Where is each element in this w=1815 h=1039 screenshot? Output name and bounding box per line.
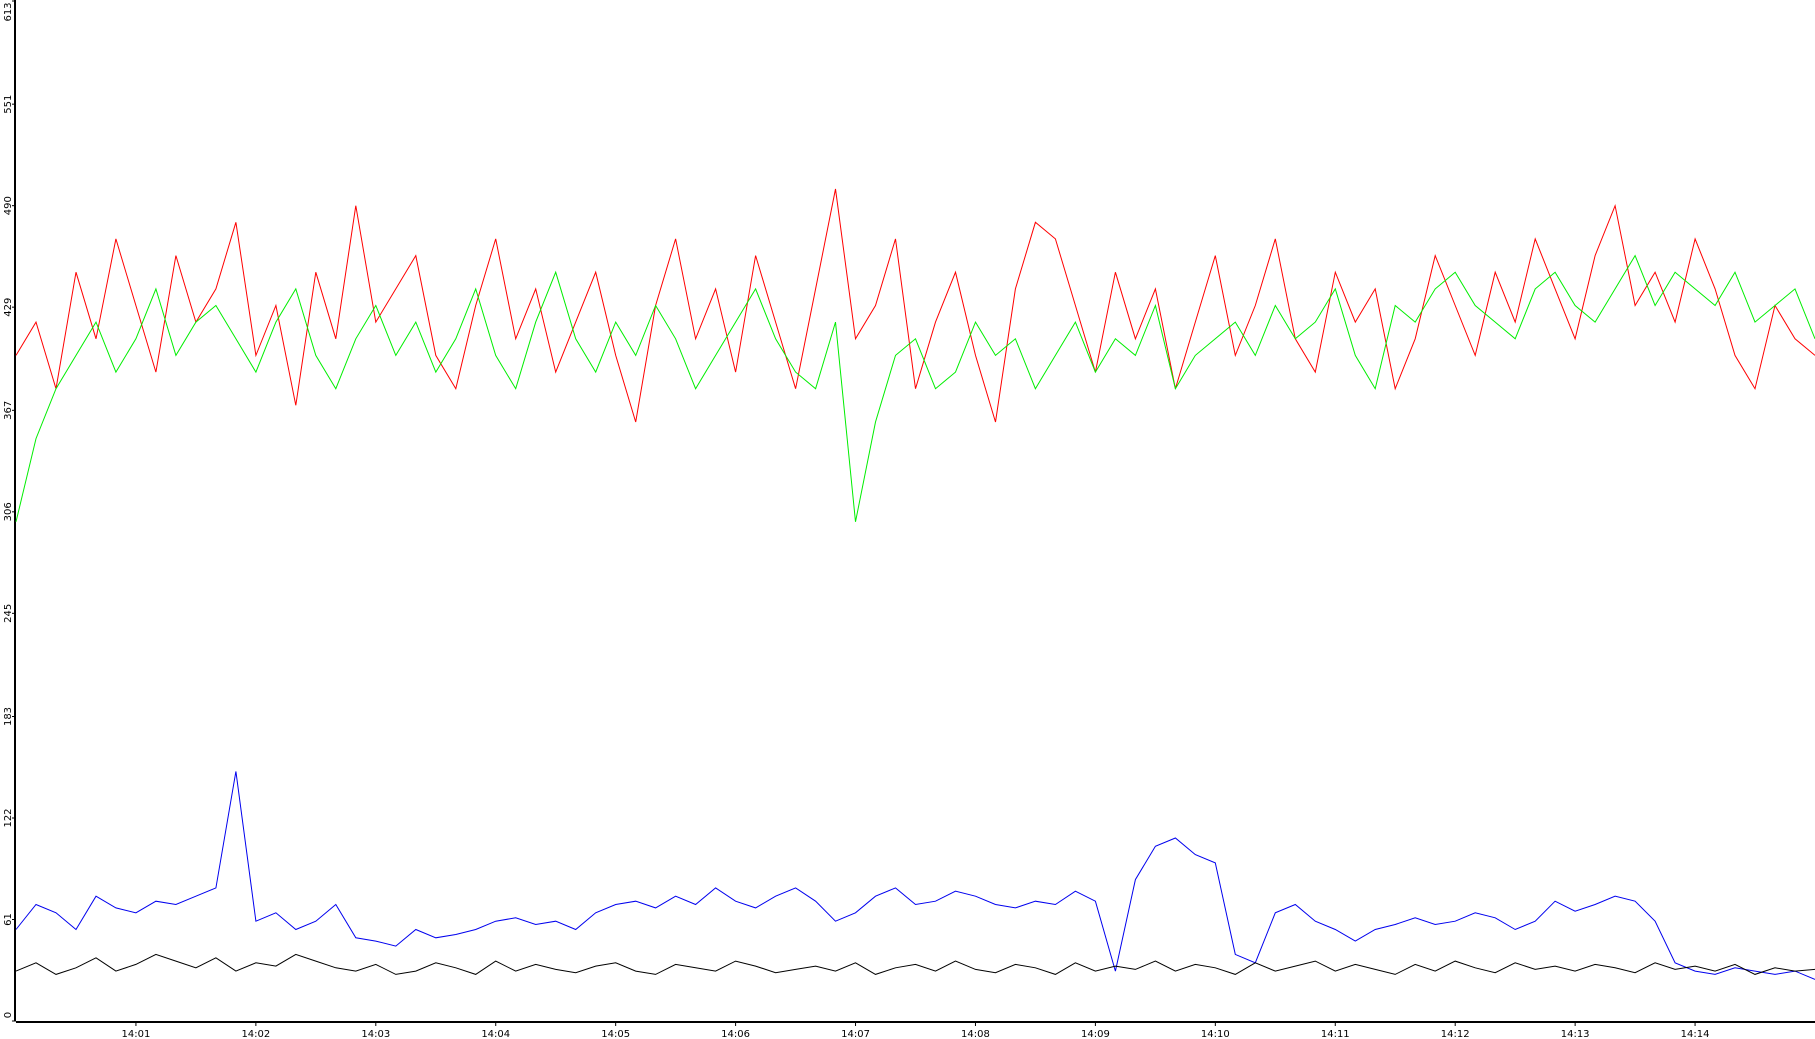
y-tick-label: 429 xyxy=(3,298,14,317)
x-tick-label: 14:13 xyxy=(1561,1029,1590,1039)
y-tick-label: 306 xyxy=(3,502,14,521)
x-tick-label: 14:06 xyxy=(721,1029,750,1039)
y-tick-label: 551 xyxy=(3,95,14,114)
x-tick-label: 14:04 xyxy=(481,1029,510,1039)
x-tick-label: 14:12 xyxy=(1441,1029,1470,1039)
y-tick-label: 490 xyxy=(3,196,14,215)
series-line xyxy=(15,254,1815,522)
x-tick-label: 14:14 xyxy=(1681,1029,1710,1039)
y-tick-label: 613 xyxy=(3,2,14,21)
y-tick-label: 183 xyxy=(3,707,14,726)
x-tick-label: 14:05 xyxy=(601,1029,630,1039)
y-tick-label: 0 xyxy=(3,1012,14,1018)
series-line xyxy=(15,771,1815,980)
x-tick-label: 14:01 xyxy=(122,1029,151,1039)
x-tick-label: 14:10 xyxy=(1201,1029,1230,1039)
x-tick-label: 14:08 xyxy=(961,1029,990,1039)
y-tick-label: 245 xyxy=(3,604,14,623)
y-tick-label: 122 xyxy=(3,808,14,827)
y-tick-label: 367 xyxy=(3,401,14,420)
x-tick-label: 14:11 xyxy=(1321,1029,1350,1039)
series-line xyxy=(15,188,1815,423)
x-tick-label: 14:09 xyxy=(1081,1029,1110,1039)
x-tick-label: 14:02 xyxy=(241,1029,270,1039)
x-tick-label: 14:03 xyxy=(361,1029,390,1039)
x-tick-label: 14:07 xyxy=(841,1029,870,1039)
y-tick-label: 61 xyxy=(3,913,14,926)
series-line xyxy=(15,953,1815,975)
